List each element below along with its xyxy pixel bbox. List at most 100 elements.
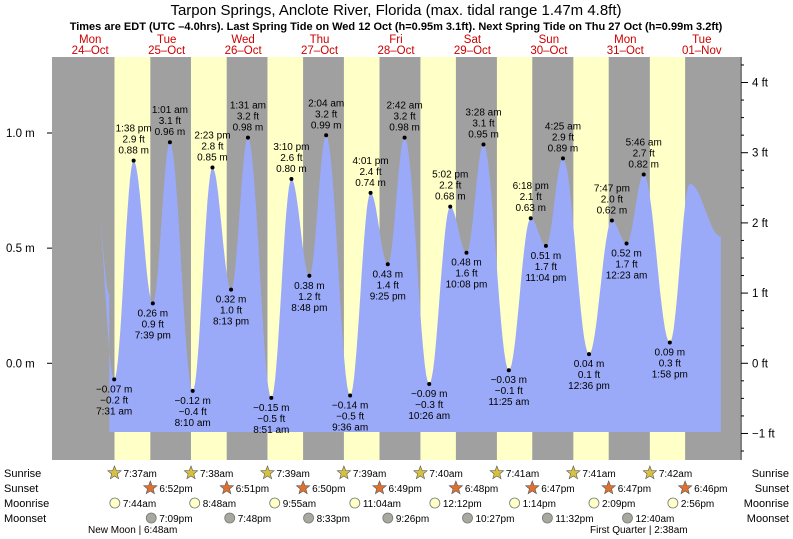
tide-extreme-label: 0.9 ft	[142, 319, 164, 330]
tide-extreme-label: 0.80 m	[276, 164, 307, 175]
sunrise-time: 7:37am	[123, 469, 156, 480]
tide-extreme-label: 0.85 m	[197, 153, 228, 164]
moonrise-icon	[189, 497, 201, 509]
moonset-time: 9:26pm	[396, 514, 429, 525]
tide-extreme-label: −0.4 ft	[179, 407, 207, 418]
tide-extreme-label: 0.52 m	[611, 249, 642, 260]
tide-extreme-label: 2:04 am	[308, 98, 344, 109]
tide-extreme-point	[560, 156, 565, 161]
sunset-time: 6:49pm	[389, 484, 422, 495]
moonrise-icon	[667, 497, 679, 509]
tide-extreme-label: 1:58 pm	[652, 370, 688, 381]
moonset-time: 7:48pm	[238, 514, 271, 525]
tide-extreme-label: 1.2 ft	[298, 292, 320, 303]
tide-extreme-label: 0.99 m	[311, 120, 342, 131]
tide-extreme-label: 2.0 ft	[601, 195, 623, 206]
tide-extreme-label: 0.95 m	[468, 130, 499, 141]
tide-extreme-label: 0.68 m	[435, 192, 466, 203]
tide-extreme-label: −0.5 ft	[257, 414, 285, 425]
tide-extreme-label: 8:13 pm	[213, 317, 249, 328]
tide-extreme-point	[112, 377, 117, 382]
sunrise-icon	[106, 465, 123, 480]
sunset-icon	[371, 480, 388, 495]
astro-rows: Sunrise Sunrise Sunset Sunset Moonrise Moonri…	[4, 465, 789, 536]
moonset-icon	[303, 512, 314, 524]
tide-extreme-label: 9:25 pm	[370, 291, 406, 302]
tide-extreme-point	[624, 241, 629, 246]
tide-extreme-label: 4:25 am	[545, 121, 581, 132]
tide-extreme-point	[289, 177, 294, 182]
sunset-icon	[524, 480, 540, 495]
right-axis-tick-label: 3 ft	[752, 148, 769, 160]
tide-extreme-label: −0.14 m	[332, 401, 368, 412]
sunset-icon	[677, 480, 693, 495]
tide-extreme-point	[609, 218, 614, 223]
sunset-icon	[219, 480, 235, 495]
tide-extreme-label: 2.9 ft	[552, 132, 574, 143]
day-date-label: 24–Oct	[72, 45, 110, 57]
sunrise-icon	[489, 465, 505, 480]
left-axis-tick-label: 0.5 m	[6, 243, 35, 255]
right-axis-tick-label: 0 ft	[752, 358, 769, 370]
sunset-time: 6:47pm	[541, 484, 574, 495]
tide-extreme-point	[402, 135, 407, 140]
day-name-label: Mon	[614, 34, 636, 46]
moonset-icon	[462, 512, 473, 524]
sunrise-time: 7:39am	[353, 469, 386, 480]
tide-extreme-label: 1:31 am	[230, 101, 266, 112]
row-label-right: Sunrise	[752, 468, 789, 480]
moonrise-icon	[509, 497, 520, 509]
day-name-label: Tue	[692, 34, 711, 46]
tide-extreme-label: −0.3 ft	[415, 400, 443, 411]
tide-extreme-label: 0.51 m	[531, 251, 562, 262]
tide-extreme-label: 0.26 m	[138, 308, 169, 319]
tide-extreme-label: −0.5 ft	[336, 412, 364, 423]
first-quarter-label: First Quarter | 2:38am	[590, 525, 688, 536]
tide-extreme-point	[587, 352, 592, 357]
moonrise-time: 12:12pm	[443, 499, 482, 510]
tide-extreme-label: 2.4 ft	[359, 167, 381, 178]
left-axis-tick-label: 1.0 m	[6, 128, 35, 140]
sunset-time: 6:48pm	[465, 484, 498, 495]
day-name-label: Fri	[389, 34, 402, 46]
row-label-left: Moonrise	[4, 498, 49, 510]
tide-extreme-label: 5:02 pm	[432, 170, 468, 181]
tide-extreme-label: 10:08 pm	[446, 280, 488, 291]
moonrise-time: 11:04am	[363, 499, 401, 510]
tide-extreme-label: 2.6 ft	[280, 153, 302, 164]
day-date-label: 31–Oct	[607, 45, 645, 57]
tide-area	[93, 135, 721, 433]
sunset-icon	[601, 480, 617, 495]
tide-extreme-point	[464, 250, 469, 255]
tide-extreme-point	[448, 204, 453, 209]
tide-extreme-label: 0.43 m	[372, 269, 403, 280]
moonset-icon	[622, 512, 633, 524]
tide-extreme-point	[641, 172, 646, 177]
moonset-icon	[224, 512, 236, 524]
right-axis-tick-label: −1 ft	[752, 428, 776, 440]
sunrise-icon	[642, 465, 658, 480]
day-name-label: Tue	[157, 34, 176, 46]
tide-extreme-label: 4:01 pm	[353, 156, 389, 167]
tide-extreme-point	[427, 382, 432, 387]
left-axis-m: 0.0 m 0.5 m 1.0 m	[6, 128, 52, 370]
tide-extreme-label: 3.2 ft	[315, 109, 337, 120]
tide-extreme-point	[131, 158, 136, 163]
row-label-left: Sunrise	[4, 468, 41, 480]
tide-extreme-label: 8:51 am	[253, 425, 289, 436]
tide-extreme-label: 1.7 ft	[535, 262, 557, 273]
day-name-label: Sun	[539, 34, 559, 46]
tide-extreme-labels: −0.07 m−0.2 ft7:31 am1:38 pm2.9 ft0.88 m…	[96, 98, 688, 436]
tide-extreme-point	[307, 273, 312, 278]
tide-extreme-label: 0.82 m	[628, 159, 659, 170]
tide-extreme-label: 2.1 ft	[520, 192, 542, 203]
tide-extreme-label: 11:04 pm	[525, 273, 566, 284]
chart-subtitle: Times are EDT (UTC –4.0hrs). Last Spring…	[70, 21, 723, 33]
sunset-time: 6:46pm	[694, 484, 727, 495]
tide-extreme-label: 7:47 pm	[594, 184, 630, 195]
tide-extreme-label: 2.9 ft	[123, 135, 145, 146]
tide-extreme-label: 2:42 am	[387, 101, 423, 112]
tide-extreme-label: 7:31 am	[96, 406, 132, 417]
row-label-right: Moonset	[747, 513, 789, 525]
tide-extreme-label: 0.09 m	[655, 348, 686, 359]
